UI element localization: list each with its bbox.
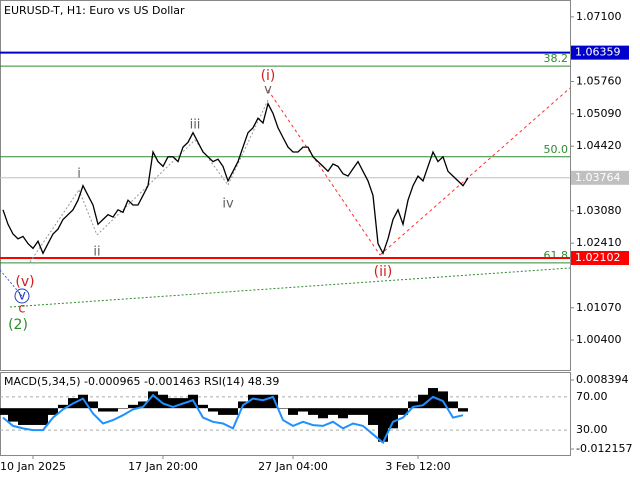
macd-bar — [268, 394, 278, 409]
wave-guide — [9, 267, 571, 308]
macd-bar — [158, 394, 168, 409]
price-badge-label: 1.06359 — [575, 46, 621, 59]
macd-bar — [0, 408, 8, 415]
macd-bar — [438, 391, 448, 409]
macd-bar — [168, 398, 178, 409]
y-tick-label: 1.07100 — [576, 10, 622, 23]
y2-tick-label: 30.00 — [576, 423, 608, 436]
fib-label: 38.2 — [544, 52, 569, 65]
macd-bar — [368, 408, 378, 425]
wave-label: i — [77, 167, 81, 182]
y-tick-label: 1.03080 — [576, 204, 622, 217]
y-tick-label: 1.05090 — [576, 107, 622, 120]
wave-label: (ii) — [374, 264, 393, 280]
macd-bar — [388, 408, 398, 429]
wave-label: v — [264, 83, 272, 98]
indicator-title: MACD(5,34,5) -0.000965 -0.001463 RSI(14)… — [4, 375, 279, 388]
macd-bar — [248, 394, 258, 409]
wave-label: iii — [190, 118, 201, 133]
macd-bar — [408, 401, 418, 409]
macd-bar — [28, 408, 38, 425]
macd-bar — [138, 401, 148, 409]
macd-bar — [418, 394, 428, 409]
price-line-series — [2, 101, 469, 255]
macd-bar — [48, 408, 58, 415]
wave-label: iv — [222, 197, 234, 212]
macd-bar — [38, 408, 48, 425]
macd-bar — [298, 408, 308, 412]
y-tick-label: 1.01070 — [576, 301, 622, 314]
wave-label: (2) — [8, 317, 28, 333]
macd-bar — [328, 408, 338, 415]
y-tick-label: 1.02410 — [576, 236, 622, 249]
chart-title: EURUSD-T, H1: Euro vs US Dollar — [4, 4, 185, 17]
x-tick-label: 3 Feb 12:00 — [385, 460, 450, 473]
macd-bar — [198, 404, 208, 409]
price-badge-label: 1.03764 — [575, 171, 621, 184]
y-tick-label: -0.012157 — [576, 442, 632, 455]
macd-bar — [308, 408, 318, 415]
price-badge — [571, 45, 629, 60]
wave-guide — [96, 139, 196, 236]
y-tick-label: 1.04420 — [576, 139, 622, 152]
x-tick-label: 17 Jan 20:00 — [128, 460, 198, 473]
wave-label: (v) — [15, 274, 34, 290]
macd-bar — [338, 408, 348, 419]
wave-label: ii — [93, 245, 100, 260]
macd-bar — [78, 394, 88, 409]
macd-bar — [458, 408, 468, 412]
fib-label: 61.8 — [544, 249, 569, 262]
macd-bar — [348, 408, 358, 415]
macd-bar — [378, 408, 388, 442]
wave-label: (i) — [261, 68, 276, 84]
macd-bar — [278, 408, 288, 409]
y-tick-label: 0.008394 — [576, 373, 629, 386]
macd-bar — [128, 404, 138, 409]
macd-bar — [288, 408, 298, 415]
macd-bar — [18, 408, 28, 425]
macd-bar — [58, 404, 68, 409]
macd-bar — [98, 408, 108, 412]
y-tick-label: 1.00400 — [576, 333, 622, 346]
macd-bar — [208, 408, 218, 412]
price-badge-label: 1.02102 — [575, 251, 621, 264]
wave-circle — [14, 288, 30, 304]
rsi-line — [2, 393, 464, 445]
wave-guide — [0, 269, 23, 297]
x-tick-label: 27 Jan 04:00 — [258, 460, 328, 473]
wave-label: c — [18, 302, 25, 317]
price-badge — [571, 250, 629, 265]
macd-bar — [228, 408, 238, 415]
macd-bar — [108, 408, 118, 412]
macd-bar — [358, 408, 368, 415]
macd-bar — [118, 408, 128, 409]
y2-tick-label: 70.00 — [576, 390, 608, 403]
fib-label: 50.0 — [544, 143, 569, 156]
macd-bar — [148, 391, 158, 409]
macd-bar — [318, 408, 328, 419]
macd-bar — [398, 408, 408, 415]
wave-guide — [78, 189, 98, 236]
macd-bar — [8, 408, 18, 422]
wave-guide — [29, 189, 80, 263]
macd-bar — [258, 394, 268, 409]
wave-label: v — [18, 289, 26, 304]
main-panel — [0, 0, 571, 371]
price-badge — [571, 170, 629, 185]
macd-bar — [448, 401, 458, 409]
macd-bar — [88, 401, 98, 409]
x-tick-label: 10 Jan 2025 — [0, 460, 66, 473]
macd-bar — [218, 408, 228, 415]
y-tick-label: 1.05760 — [576, 75, 622, 88]
wave-guide — [379, 87, 571, 256]
